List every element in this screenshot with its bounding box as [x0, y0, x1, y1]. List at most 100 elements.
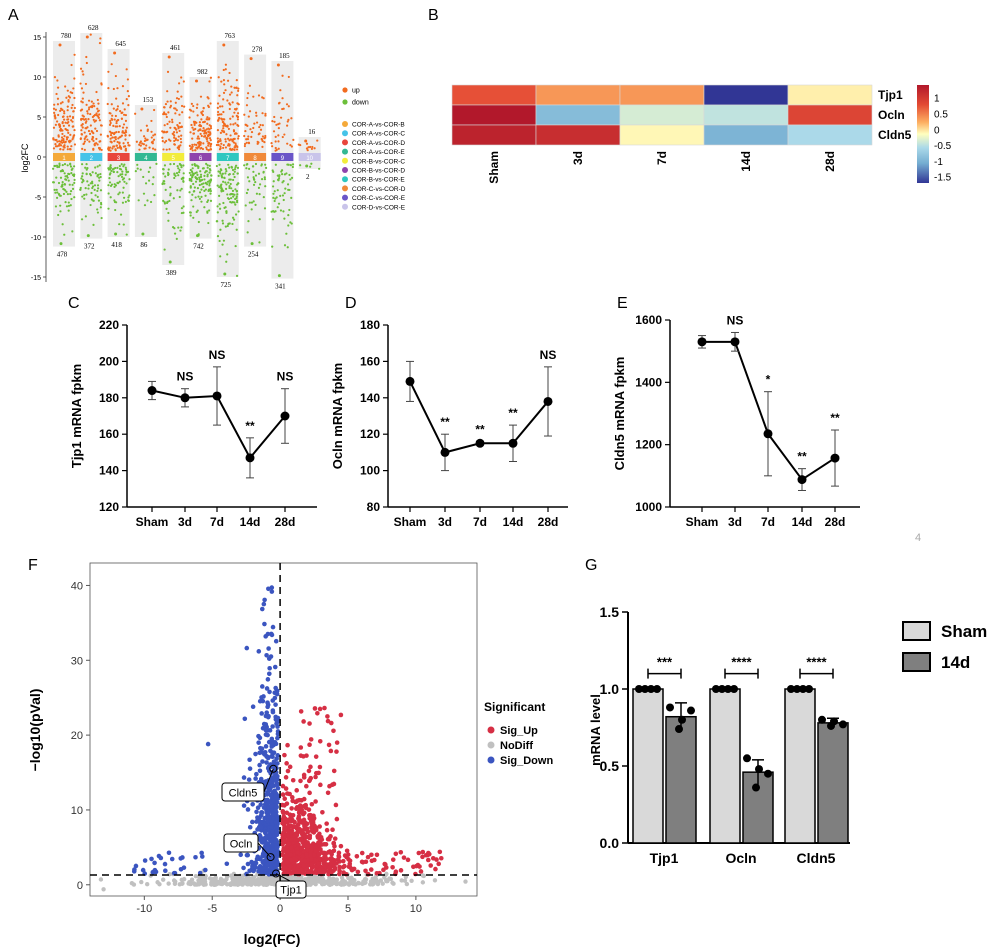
panel-a-up-point — [177, 125, 180, 128]
panel-a-up-point — [153, 108, 156, 112]
volcano-point-nodiff — [319, 880, 325, 885]
panel-a-down-point — [178, 195, 181, 199]
panel-a-down-point — [191, 163, 194, 166]
panel-a-down-point — [99, 175, 102, 179]
panel-a-up-point — [112, 87, 115, 91]
volcano-point-up — [294, 836, 299, 842]
panel-a-up-point — [66, 118, 69, 121]
panel-a-down-point — [203, 189, 206, 193]
panel-a-up-point — [199, 143, 202, 146]
volcano-point-up — [341, 858, 346, 864]
panel-a-up-point — [81, 126, 84, 129]
volcano-point-up — [438, 855, 444, 861]
panel-a-down-point — [87, 187, 90, 190]
panel-a-up-point — [169, 126, 172, 129]
panel-a-up-point — [166, 90, 169, 93]
panel-a-up-point — [114, 149, 117, 152]
volcano-point-nodiff — [98, 877, 104, 882]
panel-a-up-point — [54, 117, 57, 120]
panel-a-up-point — [66, 136, 69, 139]
panel-a-down-point — [196, 187, 200, 190]
panel-a-down-count: 2 — [306, 173, 310, 181]
volcano-point-up — [313, 799, 318, 804]
panel-a-down-point — [281, 181, 284, 184]
panel-a-down-point — [279, 194, 282, 197]
panel-letter-e: E — [617, 295, 628, 312]
panel-a-up-point — [281, 97, 284, 100]
heatmap-col-label: 3d — [571, 151, 585, 165]
panel-a-down-point — [194, 196, 197, 199]
panel-a-up-point — [82, 142, 85, 146]
panel-a-up-count: 461 — [170, 44, 181, 52]
panel-a-down-point — [122, 223, 125, 226]
panel-a-up-point — [209, 125, 212, 128]
heatmap-col-label: 14d — [739, 151, 753, 172]
panel-a-up-point — [277, 147, 280, 150]
panel-a-down-point — [199, 173, 203, 176]
volcano-point-down — [256, 649, 262, 654]
panel-a-up-point — [84, 117, 87, 121]
panel-a-down-point — [127, 170, 130, 173]
panel-a-down-point — [142, 175, 145, 179]
panel-a-up-point — [181, 111, 184, 114]
volcano-point-nodiff — [173, 879, 178, 884]
panel-a-up-point — [94, 119, 98, 122]
panel-a-down-point — [200, 200, 203, 203]
volcano-point-down — [260, 838, 266, 844]
volcano-point-down — [163, 868, 168, 874]
volcano-point-down — [152, 860, 157, 866]
panel-a-legend-group-label: COR-A-vs-COR-B — [352, 122, 405, 129]
volcano-point-down — [247, 824, 253, 830]
panel-a-down-point — [190, 179, 193, 183]
panel-a-up-point — [169, 139, 172, 142]
panel-a-down-point — [59, 176, 63, 179]
panel-a-group-band — [80, 153, 103, 161]
panel-a-up-point — [66, 105, 69, 108]
panel-a-up-point — [164, 102, 168, 106]
panel-a-up-point — [222, 130, 225, 133]
volcano-point-down — [268, 793, 274, 799]
line-panel-significance: ** — [475, 422, 485, 436]
panel-a-down-point — [205, 162, 208, 165]
heatmap-cell — [787, 104, 873, 126]
panel-a-down-point — [224, 225, 227, 228]
volcano-point-nodiff — [258, 876, 264, 882]
panel-a-down-point — [224, 172, 227, 175]
panel-a-up-point — [84, 121, 87, 124]
panel-a-down-point — [227, 173, 231, 176]
panel-a-down-point — [289, 164, 292, 167]
volcano-xtick-label: 10 — [410, 903, 422, 915]
panel-a-up-point — [209, 127, 213, 130]
colorbar-tick-label: 1 — [934, 94, 940, 105]
panel-a-up-point — [198, 121, 201, 124]
volcano-point-nodiff — [420, 873, 426, 878]
bar-ytick-label: 0.5 — [600, 758, 620, 774]
panel-a-up-point — [208, 133, 211, 137]
panel-a-down-point — [231, 222, 234, 226]
panel-a-up-point — [228, 93, 232, 96]
panel-a-up-point — [316, 139, 319, 142]
panel-a-down-point — [233, 193, 236, 196]
panel-a-up-point — [277, 134, 280, 137]
panel-a-up-point — [182, 80, 185, 83]
volcano-point-down — [199, 850, 204, 856]
volcano-point-down — [271, 750, 277, 755]
panel-a-down-point — [92, 199, 95, 202]
volcano-point-up — [313, 868, 319, 873]
volcano-point-up — [320, 809, 325, 815]
panel-a-down-point — [191, 167, 194, 170]
volcano-legend-label: NoDiff — [500, 740, 533, 752]
panel-a-up-point — [66, 148, 69, 151]
panel-a-up-point — [305, 147, 309, 150]
panel-a-up-point — [116, 140, 119, 144]
panel-a-up-point — [233, 146, 236, 149]
volcano-point-down — [270, 724, 275, 729]
volcano-point-up — [328, 748, 334, 754]
panel-a-up-point — [262, 97, 265, 100]
panel-a-up-point — [173, 136, 176, 139]
panel-a-up-point — [209, 102, 212, 105]
panel-a-down-point — [232, 178, 235, 182]
panel-a-ylabel: log2FC — [20, 143, 30, 173]
panel-a-down-point — [155, 162, 158, 165]
panel-a-ytick-label: -5 — [35, 195, 41, 202]
